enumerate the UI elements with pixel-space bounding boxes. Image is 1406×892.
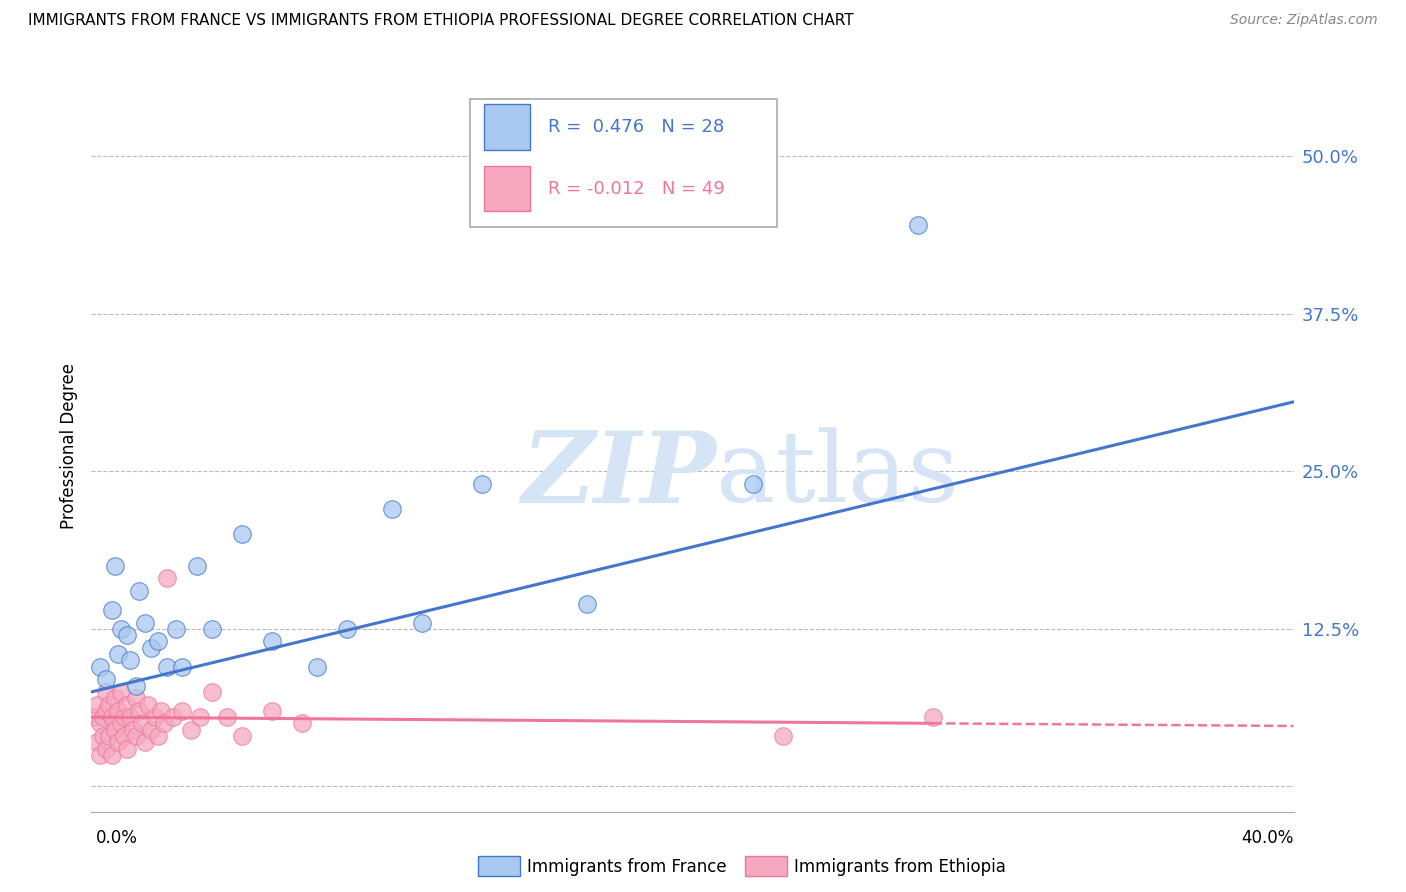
Text: Immigrants from France: Immigrants from France — [527, 858, 727, 876]
Point — [772, 729, 794, 743]
Text: 40.0%: 40.0% — [1241, 829, 1294, 847]
Point — [107, 647, 129, 661]
Point — [125, 679, 148, 693]
Point — [89, 716, 111, 731]
Point — [260, 704, 283, 718]
Text: R = -0.012   N = 49: R = -0.012 N = 49 — [548, 179, 725, 197]
Point — [128, 584, 150, 599]
Point — [165, 622, 187, 636]
Point — [117, 741, 139, 756]
Point — [188, 710, 211, 724]
Point — [186, 558, 208, 573]
Point — [93, 710, 115, 724]
Point — [96, 673, 118, 687]
Y-axis label: Professional Degree: Professional Degree — [59, 363, 77, 529]
Point — [231, 729, 253, 743]
Point — [922, 710, 945, 724]
Point — [114, 729, 136, 743]
Point — [134, 735, 156, 749]
Point — [89, 659, 111, 673]
Point — [110, 622, 132, 636]
FancyBboxPatch shape — [485, 104, 530, 150]
Point — [86, 698, 108, 712]
Point — [134, 615, 156, 630]
Point — [146, 634, 169, 648]
Point — [117, 698, 139, 712]
Point — [117, 628, 139, 642]
Point — [89, 747, 111, 762]
Point — [128, 704, 150, 718]
Point — [305, 659, 328, 673]
Text: R =  0.476   N = 28: R = 0.476 N = 28 — [548, 118, 724, 136]
Point — [104, 723, 127, 737]
Point — [336, 622, 359, 636]
Point — [114, 710, 136, 724]
Point — [122, 723, 145, 737]
Point — [120, 653, 142, 667]
Point — [141, 723, 163, 737]
Text: ZIP: ZIP — [522, 427, 717, 524]
Point — [170, 704, 193, 718]
Point — [107, 704, 129, 718]
Point — [411, 615, 433, 630]
Point — [231, 527, 253, 541]
Point — [101, 603, 124, 617]
Text: IMMIGRANTS FROM FRANCE VS IMMIGRANTS FROM ETHIOPIA PROFESSIONAL DEGREE CORRELATI: IMMIGRANTS FROM FRANCE VS IMMIGRANTS FRO… — [28, 13, 853, 29]
Point — [155, 571, 177, 585]
Point — [260, 634, 283, 648]
Point — [120, 710, 142, 724]
Point — [215, 710, 238, 724]
Point — [104, 691, 127, 706]
Point — [162, 710, 184, 724]
Point — [143, 710, 166, 724]
Point — [110, 716, 132, 731]
Point — [381, 502, 404, 516]
Point — [98, 729, 121, 743]
Point — [104, 558, 127, 573]
Point — [96, 741, 118, 756]
Point — [152, 716, 174, 731]
Point — [86, 735, 108, 749]
Point — [180, 723, 202, 737]
Point — [83, 710, 105, 724]
Text: Source: ZipAtlas.com: Source: ZipAtlas.com — [1230, 13, 1378, 28]
Point — [291, 716, 314, 731]
FancyBboxPatch shape — [485, 166, 530, 211]
Point — [155, 659, 177, 673]
Point — [96, 685, 118, 699]
Point — [101, 747, 124, 762]
FancyBboxPatch shape — [470, 99, 776, 227]
Point — [96, 704, 118, 718]
Point — [170, 659, 193, 673]
Text: 0.0%: 0.0% — [96, 829, 138, 847]
Point — [125, 729, 148, 743]
Point — [146, 729, 169, 743]
Point — [907, 219, 929, 233]
Text: Immigrants from Ethiopia: Immigrants from Ethiopia — [794, 858, 1007, 876]
Point — [110, 685, 132, 699]
Point — [98, 698, 121, 712]
Point — [141, 640, 163, 655]
Point — [201, 685, 224, 699]
Point — [107, 735, 129, 749]
Point — [201, 622, 224, 636]
Point — [576, 597, 599, 611]
Text: atlas: atlas — [717, 427, 959, 523]
Point — [471, 476, 494, 491]
Point — [125, 691, 148, 706]
Point — [741, 476, 763, 491]
Point — [138, 698, 160, 712]
Point — [131, 716, 153, 731]
Point — [101, 710, 124, 724]
Point — [93, 729, 115, 743]
Point — [149, 704, 172, 718]
